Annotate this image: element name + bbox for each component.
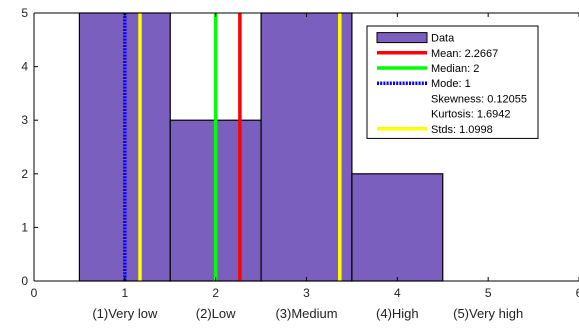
y-tick-label-0: 0: [21, 274, 28, 288]
legend-entry-0: Data: [431, 33, 455, 45]
legend-entry-6: Stds: 1.0998: [431, 124, 493, 136]
histogram-bar-4: [351, 173, 444, 282]
y-tick-label-4: 4: [21, 60, 28, 74]
category-label-4: (4)High: [376, 306, 419, 321]
x-tick-label-0: 0: [31, 286, 38, 300]
category-label-2: (2)Low: [196, 306, 236, 321]
category-label-1: (1)Very low: [92, 306, 158, 321]
legend-entry-2: Median: 2: [431, 63, 479, 75]
legend-entry-3: Mode: 1: [431, 78, 471, 90]
legend-entry-1: Mean: 2.2667: [431, 48, 498, 60]
x-tick-label-6: 6: [576, 286, 579, 300]
legend: Data Mean: 2.2667 Median: 2 Mode: 1 Skewness…: [366, 25, 539, 139]
stat-lines-layer: [123, 13, 342, 281]
x-tick-label-5: 5: [485, 286, 492, 300]
legend-box: [366, 25, 539, 139]
legend-swatch-data: [376, 32, 428, 44]
category-label-5: (5)Very high: [453, 306, 523, 321]
y-tick-label-1: 1: [21, 220, 28, 234]
x-tick-label-1: 1: [121, 286, 128, 300]
histogram-bar-1: [78, 12, 171, 282]
legend-entry-5: Kurtosis: 1.6942: [431, 109, 511, 121]
y-tick-label-3: 3: [21, 113, 28, 127]
y-tick-label-2: 2: [21, 167, 28, 181]
axes-layer: 0 1 2 3 4 5 6 0 1 2 3 4 5 (1)Very low (2)Low (3)Medium (…: [21, 6, 579, 321]
category-label-3: (3)Medium: [275, 306, 337, 321]
x-tick-label-3: 3: [303, 286, 310, 300]
x-tick-label-2: 2: [212, 286, 219, 300]
x-tick-label-4: 4: [394, 286, 401, 300]
legend-entry-4: Skewness: 0.12055: [431, 93, 527, 105]
y-tick-label-5: 5: [21, 6, 28, 20]
